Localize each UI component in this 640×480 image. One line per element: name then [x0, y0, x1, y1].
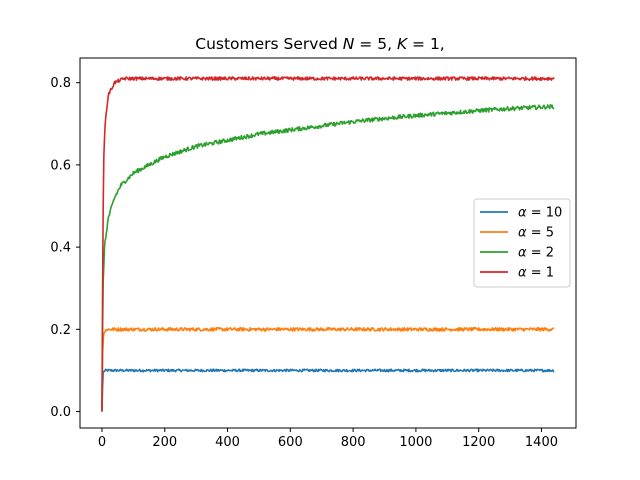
legend-label-3: α = 2 — [518, 246, 554, 261]
title-n-var: N — [343, 35, 355, 53]
plot-area-frame — [79, 57, 577, 429]
x-tick-label: 1400 — [525, 435, 558, 450]
title-lead: Customers Served — [195, 35, 343, 53]
y-tick-label: 0.4 — [50, 241, 71, 256]
legend-label-4: α = 1 — [518, 266, 554, 281]
series-line-2 — [101, 326, 555, 412]
x-tick-label: 1000 — [399, 435, 432, 450]
chart-title: Customers Served N = 5, K = 1, — [195, 35, 445, 53]
series-line-1 — [101, 368, 555, 412]
x-tick-label: 1200 — [462, 435, 495, 450]
title-k-eq: = 1, — [407, 35, 445, 53]
legend-box — [473, 198, 571, 288]
title-n-eq: = 5, — [354, 35, 397, 53]
x-tick-label: 0 — [98, 435, 106, 450]
legend: α = 10 α = 5 α = 2 α = 1 — [473, 198, 571, 288]
x-axis-ticks: 0 200 400 600 800 1000 1200 1400 — [98, 428, 558, 450]
legend-label-1: α = 10 — [518, 206, 562, 221]
legend-label-2: α = 5 — [518, 226, 554, 241]
x-tick-label: 200 — [152, 435, 177, 450]
series-line-3 — [101, 104, 555, 412]
y-tick-label: 0.6 — [50, 158, 71, 173]
y-tick-label: 0.0 — [50, 405, 71, 420]
y-axis-ticks: 0.0 0.2 0.4 0.6 0.8 — [50, 76, 80, 420]
series-line-4 — [101, 76, 555, 412]
y-tick-label: 0.8 — [50, 76, 71, 91]
y-tick-label: 0.2 — [50, 323, 71, 338]
x-tick-label: 600 — [278, 435, 303, 450]
x-tick-label: 800 — [341, 435, 366, 450]
title-k-var: K — [397, 35, 409, 53]
x-tick-label: 400 — [215, 435, 240, 450]
series-layer — [101, 76, 555, 412]
